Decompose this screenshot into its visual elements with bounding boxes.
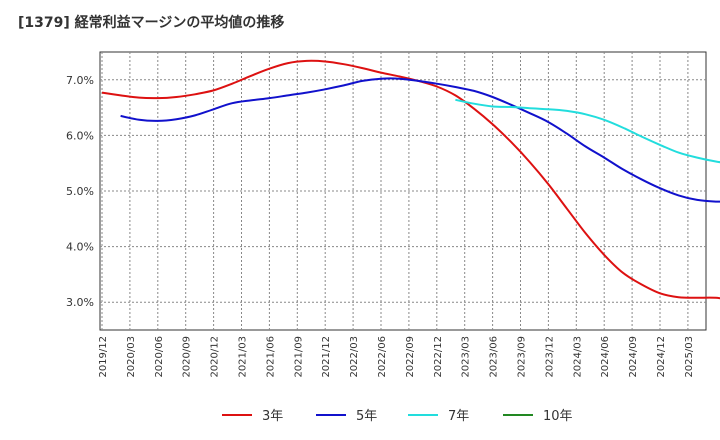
- legend: 3年 5年 7年 10年: [222, 409, 573, 424]
- legend-label: 5年: [356, 409, 377, 424]
- x-tick-label: 2022/09: [405, 336, 416, 378]
- y-tick-label: 4.0%: [66, 241, 94, 254]
- x-tick-label: 2020/12: [210, 336, 221, 378]
- legend-label: 7年: [448, 409, 469, 424]
- x-tick-label: 2024/12: [656, 336, 667, 378]
- x-axis-ticks: 2019/12 2020/03 2020/06 2020/09 2020/12 2021/…: [98, 336, 695, 378]
- x-tick-label: 2025/03: [684, 336, 695, 378]
- x-tick-label: 2020/03: [126, 336, 137, 378]
- y-axis-ticks: 3.0% 4.0% 5.0% 6.0% 7.0%: [66, 74, 94, 309]
- x-tick-label: 2024/03: [572, 336, 583, 378]
- legend-label: 3年: [262, 409, 283, 424]
- x-tick-label: 2022/12: [433, 336, 444, 378]
- x-tick-label: 2020/06: [154, 336, 165, 378]
- x-tick-label: 2024/06: [600, 336, 611, 378]
- y-tick-label: 6.0%: [66, 129, 94, 142]
- x-tick-label: 2021/12: [321, 336, 332, 378]
- x-tick-label: 2023/06: [489, 336, 500, 378]
- series-line-1: [120, 77, 720, 203]
- x-tick-label: 2023/09: [517, 336, 528, 378]
- series-line-2: [455, 98, 720, 164]
- x-tick-label: 2021/06: [265, 336, 276, 378]
- x-tick-label: 2019/12: [98, 336, 109, 378]
- plot-area: [99, 51, 707, 331]
- x-tick-label: 2020/09: [182, 336, 193, 378]
- series-line-0: [101, 59, 720, 300]
- chart-title: [1379] 経常利益マージンの平均値の推移: [18, 15, 285, 31]
- y-tick-label: 7.0%: [66, 74, 94, 87]
- series-lines: [101, 59, 720, 300]
- x-tick-label: 2022/06: [377, 336, 388, 378]
- grid: [100, 52, 706, 330]
- y-tick-label: 5.0%: [66, 185, 94, 198]
- x-tick-label: 2022/03: [349, 336, 360, 378]
- x-tick-label: 2024/09: [628, 336, 639, 378]
- x-tick-label: 2023/12: [544, 336, 555, 378]
- legend-label: 10年: [543, 409, 573, 424]
- x-tick-label: 2021/03: [238, 336, 249, 378]
- x-tick-label: 2021/09: [293, 336, 304, 378]
- y-tick-label: 3.0%: [66, 296, 94, 309]
- x-tick-label: 2023/03: [461, 336, 472, 378]
